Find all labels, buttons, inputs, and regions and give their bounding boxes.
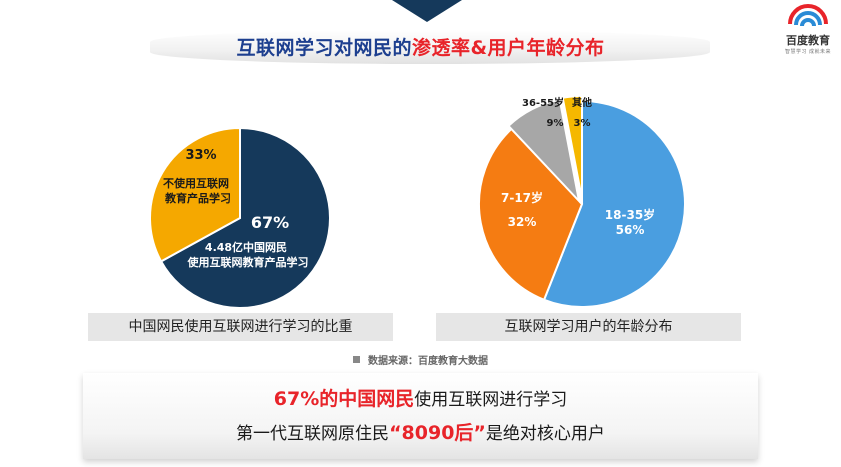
pie1-slice-0 — [159, 126, 331, 309]
summary-text-2a: 第一代互联网原住民 — [236, 424, 390, 444]
page-title: 互联网学习对网民的渗透率&用户年龄分布 — [0, 33, 841, 60]
title-highlight: 渗透率 — [411, 37, 471, 59]
summary-highlight-1: 67%的中国网民 — [273, 388, 415, 410]
pie2-slice-3-label: 其他 — [572, 96, 592, 109]
pie2-slice-0-label: 18-35岁 — [605, 207, 655, 222]
data-source-note: 数据来源：百度教育大数据 — [0, 352, 841, 367]
summary-box: 67%的中国网民使用互联网进行学习 第一代互联网原住民“8090后”是绝对核心用… — [83, 373, 758, 459]
baidu-education-logo: 百度教育 智慧学习 成就未来 — [778, 4, 838, 55]
title-band — [150, 30, 710, 64]
summary-text-2b: 是绝对核心用户 — [485, 424, 605, 444]
title-part1: 互联网学习对网民的 — [236, 37, 412, 59]
data-source-text: 数据来源：百度教育大数据 — [368, 356, 488, 367]
summary-line-1: 67%的中国网民使用互联网进行学习 — [83, 384, 758, 411]
pie2-slice-2-value: 9% — [547, 118, 564, 129]
pie2-slice-2-label: 36-55岁 — [522, 96, 564, 109]
pie2-slice-0 — [542, 99, 686, 308]
pie2-slice-3-value: 3% — [574, 118, 591, 129]
logo-slogan: 智慧学习 成就未来 — [784, 49, 832, 55]
pie1-slice-0-value: 67% — [251, 213, 289, 232]
pie2-slice-1-value: 32% — [508, 215, 537, 229]
top-notch-decoration — [392, 0, 462, 22]
pie1-caption: 中国网民使用互联网进行学习的比重 — [88, 313, 393, 341]
pie2-slice-0-value: 56% — [616, 223, 645, 237]
pie1-slice-1-label-line1: 不使用互联网 — [163, 176, 229, 190]
pie2-slice-1 — [478, 127, 584, 302]
pie1-slice-0-label-line2: 使用互联网教育产品学习 — [187, 255, 309, 269]
title-part3: &用户年龄分布 — [470, 37, 605, 59]
pie2-slice-3 — [561, 94, 583, 200]
pie2-slice-1-label: 7-17岁 — [501, 190, 543, 205]
summary-highlight-2: “8090后” — [389, 422, 486, 444]
logo-name: 百度教育 — [786, 34, 830, 47]
pie2-slice-2 — [507, 98, 581, 205]
pie1-slice-0-label-line1: 4.48亿中国网民 — [205, 240, 287, 254]
summary-text-1: 使用互联网进行学习 — [414, 390, 568, 410]
wifi-arc-logo-icon — [788, 4, 828, 27]
pie1-slice-1-label-line2: 教育产品学习 — [164, 191, 231, 205]
pie1-slice-1 — [149, 126, 241, 263]
pie2-caption: 互联网学习用户的年龄分布 — [436, 313, 741, 341]
bullet-square-icon — [353, 356, 360, 363]
summary-line-2: 第一代互联网原住民“8090后”是绝对核心用户 — [83, 418, 758, 445]
pie1-slice-1-value: 33% — [185, 148, 216, 163]
